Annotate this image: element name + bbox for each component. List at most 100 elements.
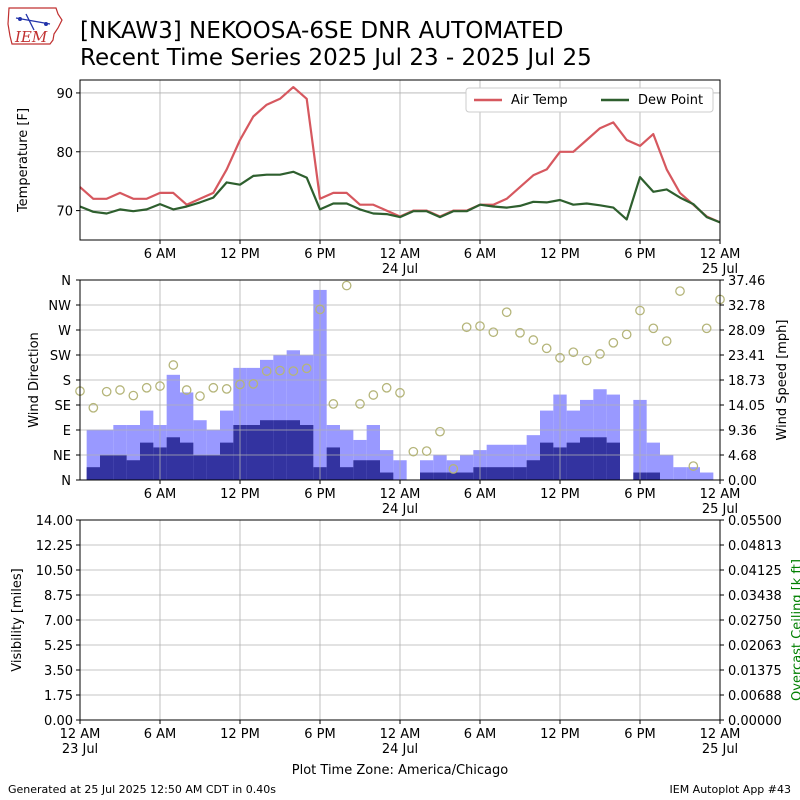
wind-speed-axis-label: Wind Speed [mph] — [775, 320, 790, 441]
temp-x-tick-label: 12 AM — [380, 247, 421, 262]
wind-direction-marker — [315, 304, 325, 315]
wind-direction-marker — [488, 327, 499, 338]
wind-speed-tick-label: 37.46 — [728, 274, 765, 289]
wind-direction-marker — [435, 426, 445, 437]
vis-y-tick-label: 7.00 — [44, 614, 73, 629]
wind-speed-bar — [500, 467, 514, 480]
wind-speed-bar — [260, 420, 274, 480]
wind-direction-marker — [301, 363, 312, 374]
vis-y-tick-label: 10.50 — [36, 564, 73, 579]
temp-plot-frame — [79, 79, 721, 241]
vis-plot-frame — [79, 519, 721, 721]
vis-y-tick-label: 5.25 — [44, 639, 73, 654]
wind-x-tick-label: 6 AM — [464, 487, 497, 502]
wind-speed-bar — [593, 437, 607, 480]
wind-direction-marker — [115, 385, 125, 395]
wind-x-tick-label: 12 AM — [700, 487, 741, 502]
iem-logo: IEM — [6, 6, 64, 52]
wind-speed-bar — [300, 425, 314, 480]
wind-dir-tick-label: SW — [50, 349, 71, 364]
wind-direction-marker — [501, 307, 512, 318]
wind-speed-bar — [353, 460, 367, 480]
wind-speed-bar — [380, 472, 394, 480]
wind-x-tick-label: 6 PM — [304, 487, 335, 502]
wind-direction-marker — [181, 385, 192, 395]
dew-point-line — [79, 170, 721, 224]
temp-y-tick-label: 90 — [56, 87, 73, 102]
ceiling-axis-label: Overcast Ceiling [k ft] — [790, 559, 800, 701]
wind-direction-marker — [355, 399, 365, 409]
vis-x-tick-label: 6 PM — [624, 727, 655, 742]
wind-speed-tick-label: 14.05 — [728, 399, 765, 414]
ceiling-y-tick-label: 0.00000 — [728, 714, 782, 729]
wind-direction-marker — [475, 321, 485, 331]
wind-direction-marker — [221, 384, 232, 394]
vis-x-tick-label: 12 PM — [540, 727, 580, 742]
temp-x-tick-label: 6 PM — [624, 247, 655, 262]
wind-speed-bar — [326, 447, 340, 480]
wind-x-tick-label: 12 PM — [220, 487, 260, 502]
wind-direction-marker — [275, 365, 285, 376]
wind-speed-bar — [113, 454, 127, 480]
wind-direction-marker — [288, 366, 299, 376]
temp-x-tick-label: 6 AM — [464, 247, 497, 262]
wind-direction-marker — [421, 446, 432, 456]
wind-speed-bar — [166, 437, 180, 480]
temp-y-axis-label: Temperature [F] — [16, 108, 31, 213]
wind-speed-bar — [140, 442, 154, 480]
wind-direction-marker — [621, 329, 632, 340]
vis-x-tick-label: 12 PM — [220, 727, 260, 742]
wind-speed-bar — [126, 460, 140, 480]
wind-x-tick-label: 12 PM — [540, 487, 580, 502]
wind-speed-bar — [180, 442, 194, 480]
wind-direction-marker — [528, 335, 539, 345]
wind-dir-tick-label: E — [63, 424, 71, 439]
vis-y-tick-label: 14.00 — [36, 514, 73, 529]
wind-speed-bar — [420, 472, 434, 480]
temp-x-date-label: 25 Jul — [702, 262, 738, 277]
ceiling-y-tick-label: 0.05500 — [728, 514, 782, 529]
vis-x-tick-label: 12 AM — [700, 727, 741, 742]
app-note: IEM Autoplot App #43 — [669, 783, 792, 796]
wind-direction-marker — [701, 323, 712, 334]
wind-direction-marker — [515, 327, 525, 338]
wind-speed-bar — [446, 472, 460, 480]
temp-x-tick-label: 6 PM — [304, 247, 335, 262]
wind-speed-bar — [606, 442, 620, 480]
wind-gust-bar — [646, 442, 660, 480]
wind-speed-bar — [646, 472, 660, 480]
wind-speed-tick-label: 0.00 — [728, 474, 757, 489]
vis-x-tick-label: 6 AM — [144, 727, 177, 742]
temp-x-tick-label: 12 AM — [700, 247, 741, 262]
wind-speed-tick-label: 23.41 — [728, 349, 765, 364]
vis-x-tick-label: 12 AM — [60, 727, 101, 742]
wind-dir-tick-label: SE — [55, 399, 71, 414]
wind-x-tick-label: 6 PM — [624, 487, 655, 502]
vis-x-tick-label: 12 AM — [380, 727, 421, 742]
wind-dir-tick-label: N — [61, 474, 71, 489]
vis-x-tick-label: 6 PM — [304, 727, 335, 742]
wind-speed-bar — [100, 454, 114, 480]
wind-direction-marker — [448, 464, 459, 474]
wind-dir-tick-label: W — [58, 324, 71, 339]
wind-direction-marker — [381, 382, 392, 393]
wind-speed-bar — [286, 420, 300, 480]
wind-speed-bar — [366, 460, 380, 480]
wind-direction-marker — [648, 323, 659, 334]
wind-speed-bar — [193, 454, 207, 480]
wind-speed-bar — [526, 460, 540, 480]
wind-direction-marker — [341, 280, 352, 291]
wind-direction-marker — [541, 343, 552, 354]
wind-direction-marker — [368, 390, 379, 400]
wind-speed-bar — [206, 454, 220, 480]
wind-direction-marker — [675, 286, 685, 296]
temp-x-tick-label: 12 PM — [220, 247, 260, 262]
wind-direction-marker — [168, 360, 179, 370]
chart-title: [NKAW3] NEKOOSA-6SE DNR AUTOMATED — [80, 18, 564, 44]
wind-gust-bar — [700, 472, 714, 480]
wind-dir-tick-label: S — [63, 374, 71, 389]
wind-direction-marker — [408, 446, 419, 457]
wind-direction-marker — [555, 352, 565, 363]
